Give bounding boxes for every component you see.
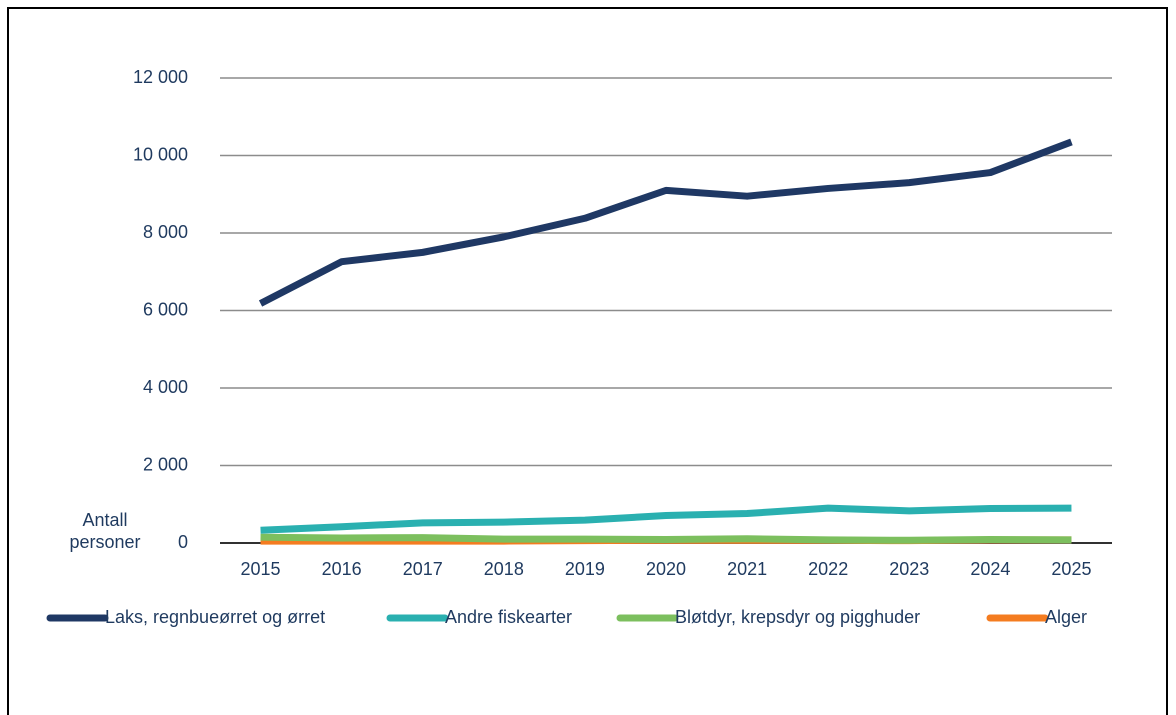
x-tick-label: 2021 [727,559,767,579]
x-tick-label: 2022 [808,559,848,579]
y-tick-label: 6 000 [143,299,188,319]
series-line [258,138,1073,307]
series-line [260,533,1072,544]
x-tick-label: 2024 [970,559,1010,579]
series-line [260,504,1072,534]
frame [7,7,1168,715]
x-tick-label: 2017 [403,559,443,579]
legend-label: Laks, regnbueørret og ørret [105,607,325,627]
x-tick-label: 2025 [1051,559,1091,579]
legend-label: Andre fiskearter [445,607,572,627]
x-tick-label: 2015 [241,559,281,579]
y-tick-label: 10 000 [133,144,188,164]
x-tick-label: 2020 [646,559,686,579]
x-tick-label: 2023 [889,559,929,579]
legend-label: Alger [1045,607,1087,627]
x-tick-label: 2018 [484,559,524,579]
y-tick-label: 8 000 [143,222,188,242]
y-tick-label: 0 [178,532,188,552]
legend-label: Bløtdyr, krepsdyr og pigghuder [675,607,920,627]
y-tick-label: 4 000 [143,377,188,397]
y-tick-label: 12 000 [133,67,188,87]
x-tick-label: 2019 [565,559,605,579]
y-axis-label: Antall personer [69,510,141,552]
x-tick-label: 2016 [322,559,362,579]
y-tick-label: 2 000 [143,454,188,474]
